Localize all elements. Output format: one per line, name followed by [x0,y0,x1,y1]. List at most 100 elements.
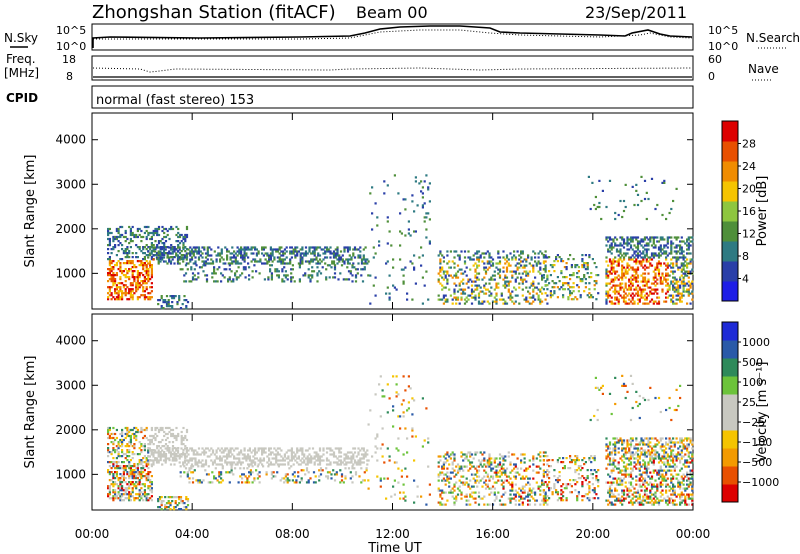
range-time-cell [684,282,687,285]
range-time-cell [682,288,685,291]
range-time-cell [682,250,685,253]
range-time-cell [574,264,577,267]
range-time-cell [393,174,396,177]
range-time-cell [174,502,177,505]
range-time-cell [643,268,647,271]
range-time-cell [527,495,530,498]
range-time-cell [318,254,322,257]
range-time-cell [493,270,496,273]
range-time-cell [357,248,360,251]
range-time-cell [626,288,629,291]
range-time-cell [509,264,512,267]
range-time-cell [570,485,573,488]
range-time-cell [117,491,120,494]
range-time-cell [283,258,286,261]
colorbar-tick-label: 24 [742,160,756,173]
range-time-cell [114,264,117,267]
range-time-cell [172,295,176,298]
range-time-cell [166,256,169,259]
range-time-cell [327,250,330,253]
range-time-cell [324,252,327,255]
range-time-cell [579,477,582,480]
range-time-cell [638,242,641,245]
range-time-cell [516,491,519,494]
range-time-cell [546,288,549,291]
range-time-cell [330,473,333,476]
range-time-cell [615,264,619,267]
range-time-cell [197,258,201,261]
range-time-cell [460,292,463,295]
range-time-cell [439,258,442,261]
range-time-cell [591,483,594,486]
freq-left-tick-top: 18 [62,53,76,66]
range-time-cell [621,238,624,241]
range-time-cell [138,441,141,444]
range-time-cell [199,254,202,257]
range-time-cell [458,465,461,468]
range-time-cell [196,252,199,255]
range-time-cell [178,258,181,261]
range-time-cell [289,449,292,452]
range-time-cell [593,284,596,287]
range-time-cell [374,276,377,279]
range-time-cell [498,475,502,478]
range-time-cell [567,483,570,486]
range-time-cell [161,258,164,261]
range-time-cell [477,296,481,299]
range-time-cell [128,434,131,438]
range-time-cell [257,252,260,255]
range-time-cell [308,453,311,456]
range-time-cell [114,280,117,283]
range-time-cell [107,258,110,261]
range-time-cell [354,280,358,283]
range-time-cell [128,471,131,474]
range-time-cell [124,256,127,259]
range-time-cell [626,252,629,255]
range-time-cell [684,256,687,259]
range-time-cell [521,252,524,255]
range-time-cell [680,292,683,295]
range-time-cell [381,455,384,458]
range-time-cell [112,457,115,460]
range-time-cell [150,449,153,452]
range-time-cell [679,298,682,301]
range-time-cell [502,503,505,506]
range-time-cell [142,282,145,285]
range-time-cell [551,286,554,289]
range-time-cell [633,276,636,279]
range-time-cell [155,246,159,249]
range-time-cell [129,443,132,446]
range-time-cell [498,274,502,277]
range-time-cell [444,483,447,486]
range-time-cell [318,447,322,450]
range-time-cell [346,250,350,253]
range-time-cell [325,256,329,259]
range-time-cell [462,465,465,468]
range-time-cell [542,499,545,502]
range-time-cell [171,252,174,255]
range-time-cell [553,485,556,488]
range-time-cell [129,262,132,265]
range-time-cell [242,266,245,269]
range-time-cell [621,260,624,263]
range-time-cell [458,485,461,488]
range-time-cell [686,238,689,241]
range-time-cell [444,270,447,273]
range-time-cell [222,451,225,454]
range-time-cell [237,481,240,484]
range-time-cell [672,264,675,267]
range-time-cell [244,266,247,269]
range-time-cell [686,270,689,273]
range-time-cell [129,260,132,263]
range-time-cell [347,278,351,281]
range-time-cell [164,240,168,243]
range-time-cell [204,264,207,267]
range-time-cell [610,272,613,275]
range-time-cell [542,262,545,265]
range-time-cell [186,301,190,304]
range-time-cell [645,258,648,261]
range-time-cell [112,499,115,502]
range-time-cell [239,274,242,277]
range-time-cell [243,250,246,253]
range-time-cell [511,300,514,303]
